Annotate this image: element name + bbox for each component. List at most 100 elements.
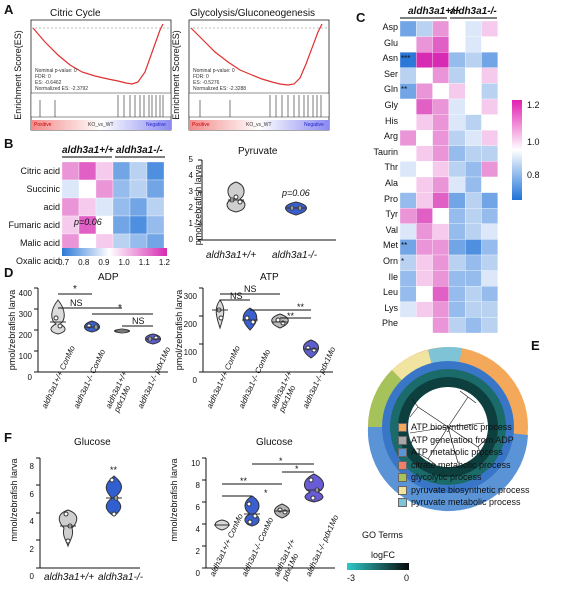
c-heat-cell <box>465 130 482 146</box>
gsea-ylabel-1: Enrichment Score(ES) <box>13 30 23 120</box>
gsea-1-nominal: Nominal p-value: 0 <box>35 68 77 74</box>
b-heat-cell <box>112 197 131 217</box>
atp-yticks: 300 200 100 0 <box>179 283 197 395</box>
pyr-tick-5: 5 <box>188 155 193 164</box>
c-heat-cell <box>448 130 466 146</box>
c-heat-cell <box>448 20 466 37</box>
c-genotype-wt: aldh3a1+/+ <box>408 6 460 17</box>
c-heat-cell <box>481 176 498 193</box>
go-legend-item: ATP biosynthetic process <box>398 422 530 435</box>
c-row-star <box>401 207 421 223</box>
go-legend-item: ATP metabolic process <box>398 447 530 460</box>
b-colorbar <box>62 248 167 256</box>
adp-xlabels: aldh3a1+/+ ConMo aldh3a1-/- ConMo aldh3a… <box>40 344 172 427</box>
c-heat-cell <box>432 83 450 100</box>
go-legend-swatch <box>398 435 407 445</box>
pyr-tick-3: 3 <box>188 187 193 196</box>
f1-star: ** <box>110 465 118 475</box>
f2-star-1: ** <box>240 476 248 486</box>
logfc-label: logFC <box>371 550 396 560</box>
b-heat-cell <box>146 197 165 217</box>
c-heat-cell <box>465 83 482 100</box>
gsea-ylabel-2: Enrichment Score(ES) <box>171 30 181 120</box>
b-heat-cell <box>95 161 114 181</box>
c-row-label: Asp <box>382 22 398 32</box>
gsea-stats-1: Nominal p-value: 0 FDR: 0 ES: -0.6462 No… <box>35 68 88 92</box>
c-row-label: Thr <box>384 162 399 173</box>
c-heat-cell <box>481 130 498 146</box>
b-heat-cell <box>78 197 97 217</box>
c-heat-cell <box>448 98 466 115</box>
c-colorbar <box>512 100 522 200</box>
f2-title: Glucose <box>256 437 293 448</box>
b-cb-tick-5: 1.2 <box>158 258 170 267</box>
atp-tick-100: 100 <box>183 348 197 357</box>
b-cb-tick-4: 1.1 <box>138 258 150 267</box>
c-row-star <box>401 223 421 239</box>
go-legend-label: citrate metabolic process <box>411 459 511 470</box>
go-legend-item: citrate metabolic process <box>398 460 530 473</box>
b-heat-cell <box>95 197 114 217</box>
c-heat-cell <box>448 301 466 318</box>
c-row-label: Leu <box>382 287 398 298</box>
b-row-citric: Citric acid <box>20 166 60 176</box>
c-heat-cell <box>448 286 466 302</box>
c-row-label: Ala <box>384 177 398 188</box>
f2-tick-10: 10 <box>191 459 200 468</box>
c-heat-cell <box>432 67 450 84</box>
c-heat-cell <box>481 317 498 334</box>
f2-tick-6: 6 <box>195 503 200 512</box>
f-plots <box>36 457 335 569</box>
b-heat-cell <box>129 197 148 217</box>
pyr-tick-0: 0 <box>188 235 193 244</box>
c-heat-cell <box>481 83 498 100</box>
c-heat-cell <box>448 83 466 100</box>
pyr-tick-2: 2 <box>188 203 193 212</box>
c-row-label: Ser <box>383 68 398 79</box>
c-heat-cell <box>432 145 450 162</box>
pyruvate-xlabel-wt: aldh3a1+/+ <box>206 250 257 261</box>
b-heat-cell <box>146 179 165 199</box>
go-legend-swatch <box>398 460 407 470</box>
panel-label-a: A <box>4 2 14 17</box>
b-heat-cell <box>112 161 131 181</box>
adp-tick-200: 200 <box>18 331 32 340</box>
gsea-plot-1 <box>30 19 172 131</box>
b-row-labels: Citric acid Succinic acid Fumaric acid M… <box>8 162 60 270</box>
c-row-star <box>401 270 421 286</box>
gsea-plots <box>30 19 330 131</box>
b-heat-cell <box>146 215 165 235</box>
f2-star-4: * <box>295 464 299 474</box>
panel-label-e: E <box>531 338 540 353</box>
c-row-label: Ile <box>388 271 398 282</box>
adp-tick-400: 400 <box>18 289 32 298</box>
c-heat-cell <box>448 36 466 53</box>
c-heat-cell <box>481 286 498 302</box>
c-heat-cell <box>481 145 498 162</box>
gsea-stats-2: Nominal p-value: 0 FDR: 0 ES: -0.5276 No… <box>193 68 246 92</box>
c-heat-cell <box>432 36 450 53</box>
c-row-star <box>401 36 421 52</box>
c-heat-cell <box>465 192 482 209</box>
c-row-star <box>401 67 421 83</box>
c-heat-cell <box>432 223 450 240</box>
c-row-star <box>401 98 421 114</box>
adp-title: ADP <box>98 272 119 283</box>
c-row-label: Orn <box>382 255 398 266</box>
c-heat-cell <box>432 20 450 37</box>
b-row-oxalic: Oxalic acid <box>15 256 60 266</box>
b-cb-tick-0: 0.7 <box>58 258 70 267</box>
go-legend-label: ATP biosynthetic process <box>411 422 512 432</box>
go-legend-swatch <box>398 498 407 508</box>
b-genotype-wt: aldh3a1+/+ <box>62 145 114 156</box>
f1-title: Glucose <box>74 437 111 448</box>
c-row-star: ** <box>401 241 408 251</box>
c-heat-cell <box>465 270 482 287</box>
gsea-2-comparison: KO_vs_WT <box>246 122 272 128</box>
gsea-1-negative: Negative <box>146 122 166 128</box>
b-heat-pval: p=0.06 <box>74 217 102 227</box>
adp-tick-300: 300 <box>18 310 32 319</box>
c-heat-cell <box>465 301 482 318</box>
b-heat-cell <box>129 179 148 199</box>
c-row-star <box>401 285 421 301</box>
